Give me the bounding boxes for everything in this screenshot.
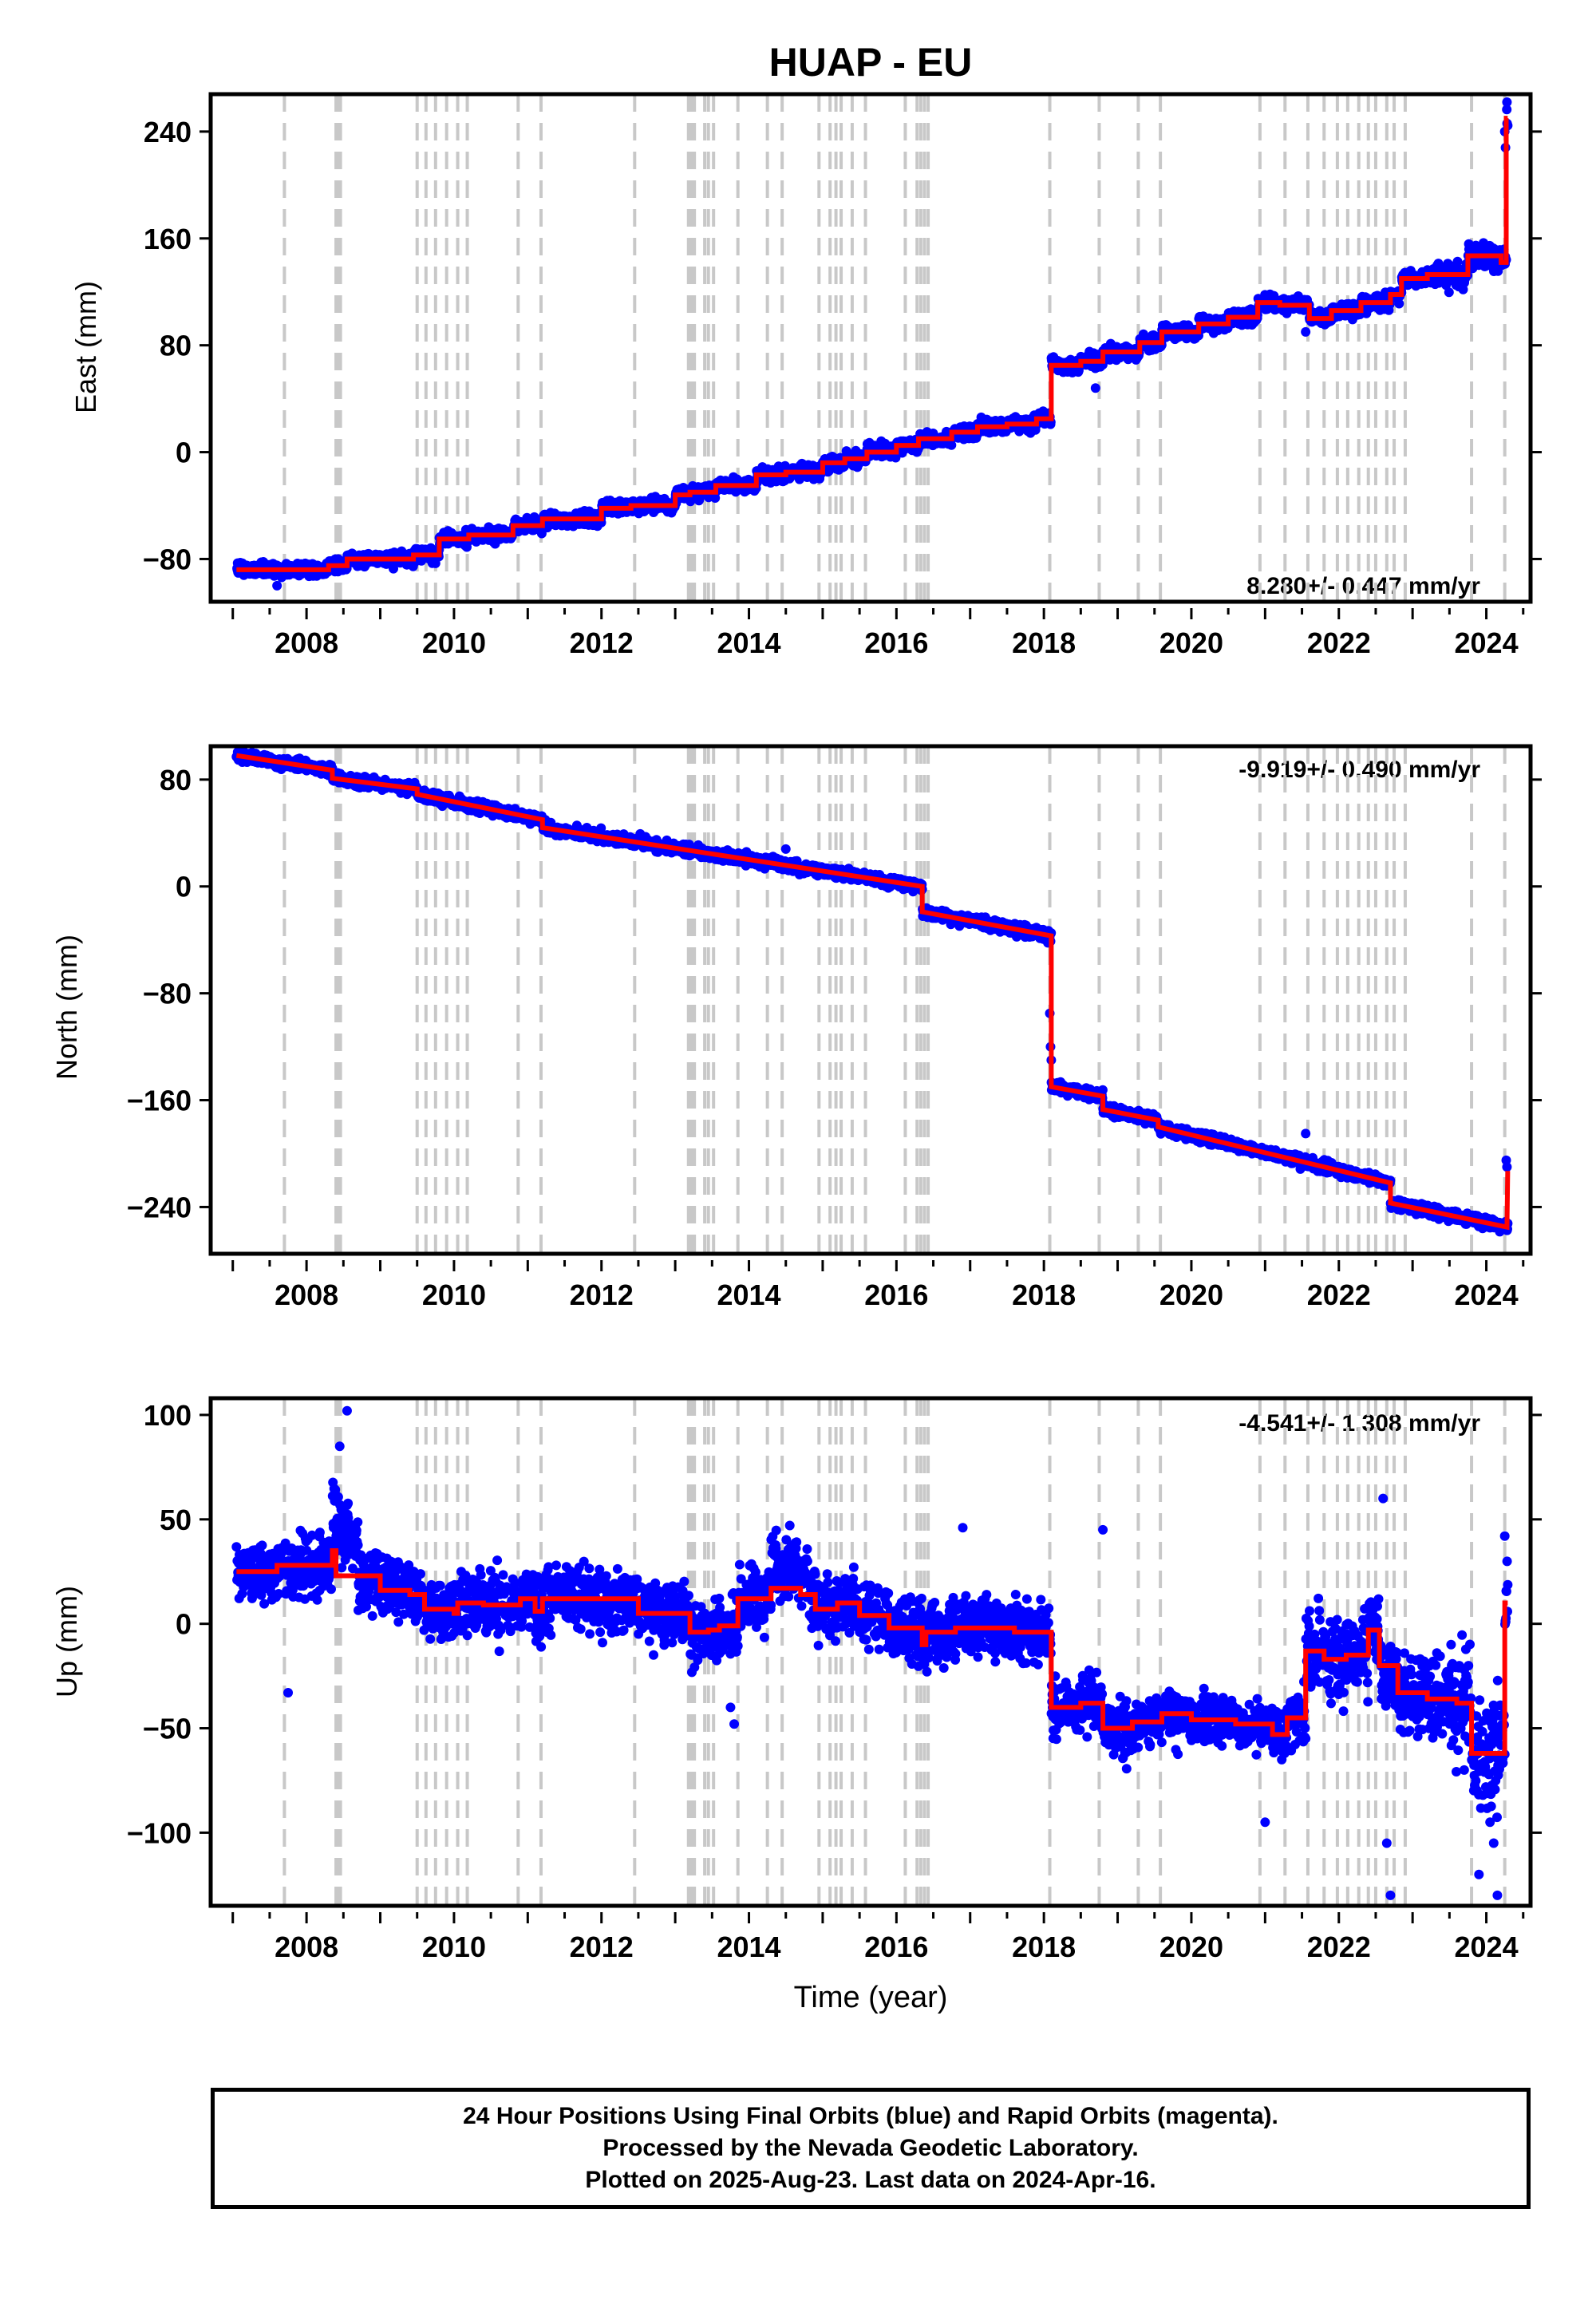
- x-tick-label: 2024: [1455, 626, 1519, 659]
- data-point: [1394, 298, 1404, 309]
- plot-area: [231, 746, 1513, 1254]
- x-tick-label: 2020: [1159, 626, 1223, 659]
- data-point: [1444, 287, 1454, 298]
- plot-frame: [208, 92, 1533, 604]
- y-tick-label: 80: [160, 330, 192, 362]
- outlier-point: [1301, 326, 1311, 337]
- x-tick-label: 2010: [422, 626, 486, 659]
- x-tick-label: 2016: [864, 626, 928, 659]
- outlier-point: [1090, 383, 1100, 393]
- y-tick-label: 0: [176, 437, 192, 469]
- data-points: [231, 746, 1513, 1237]
- plot-area: [232, 94, 1513, 602]
- model-line: [236, 116, 1509, 572]
- east-ylabel: East (mm): [69, 281, 102, 413]
- data-points: [232, 97, 1513, 591]
- chart-title: HUAP - EU: [769, 40, 973, 85]
- y-tick-label: −80: [143, 543, 192, 575]
- panel-east: East (mm) 8.280+/- 0.447 mm/yr −80 0 80 160…: [69, 92, 1542, 659]
- x-tick-label: 2014: [717, 626, 780, 659]
- x-tick-label: 2008: [275, 626, 338, 659]
- y-tick-label: 240: [144, 116, 192, 148]
- data-point: [946, 440, 957, 450]
- x-tick-label: 2012: [570, 626, 634, 659]
- east-rate-label: 8.280+/- 0.447 mm/yr: [1246, 573, 1480, 599]
- data-point: [1502, 105, 1512, 115]
- outlier-point: [1502, 97, 1512, 108]
- north-ylabel: North (mm): [50, 935, 83, 1080]
- x-tick-label: 2018: [1012, 626, 1076, 659]
- data-point: [1452, 256, 1463, 267]
- y-tick-label: 160: [144, 223, 192, 255]
- outlier-point: [272, 580, 282, 591]
- x-tick-label: 2022: [1307, 626, 1371, 659]
- panel-north: North (mm) -9.919+/- 0.490 mm/yr −240−16…: [50, 744, 1542, 1311]
